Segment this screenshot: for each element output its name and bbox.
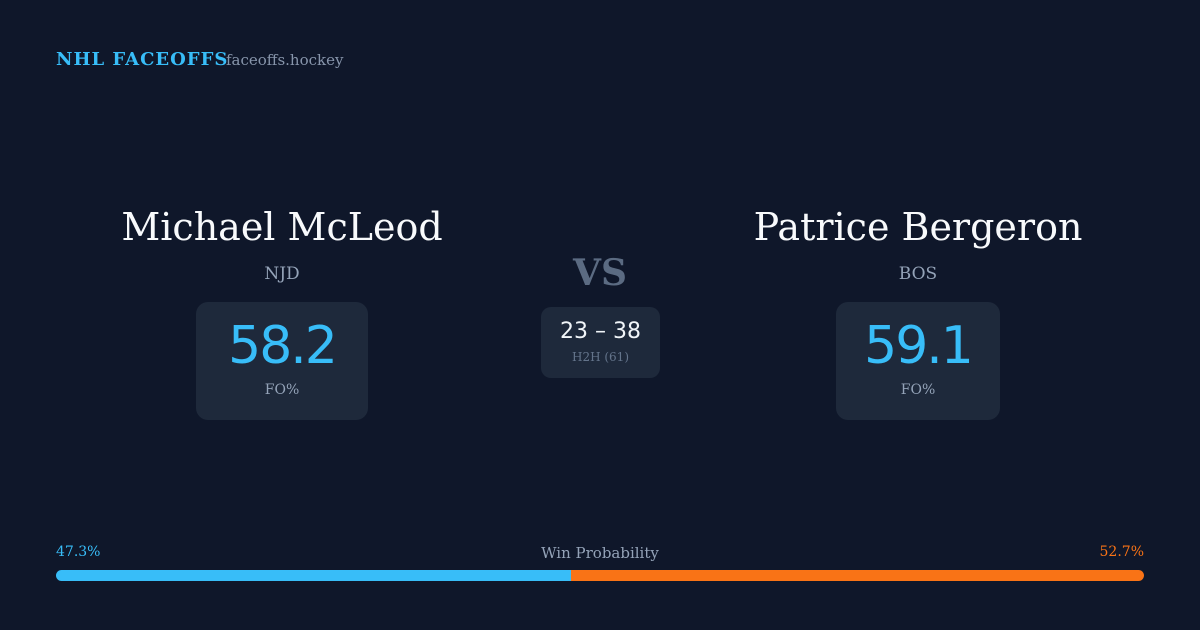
h2h-card: 23 – 38 H2H (61) xyxy=(541,307,660,378)
fo-value: 58.2 xyxy=(228,316,338,376)
team: NJD xyxy=(264,264,300,284)
fo-label: FO% xyxy=(264,382,300,398)
fo-value: 59.1 xyxy=(864,316,974,376)
versus: VS xyxy=(573,252,627,294)
brand: NHL FACEOFFS xyxy=(56,49,229,70)
probability-bar xyxy=(570,570,1144,581)
stat-card: 59.1 FO% xyxy=(836,302,1000,420)
probability-bar xyxy=(56,570,571,581)
player-name: Patrice Bergeron xyxy=(753,205,1083,249)
left-probability: 47.3% xyxy=(56,544,101,560)
right-probability: 52.7% xyxy=(1099,544,1144,560)
win-probability-title: Win Probability xyxy=(541,544,659,562)
player-name: Michael McLeod xyxy=(121,205,443,249)
stat-card: 58.2 FO% xyxy=(196,302,368,420)
fo-label: FO% xyxy=(900,382,936,398)
team: BOS xyxy=(898,264,938,284)
h2h-score: 23 – 38 xyxy=(560,319,641,344)
h2h-label: H2H (61) xyxy=(571,350,629,364)
site: faceoffs.hockey xyxy=(226,51,344,69)
